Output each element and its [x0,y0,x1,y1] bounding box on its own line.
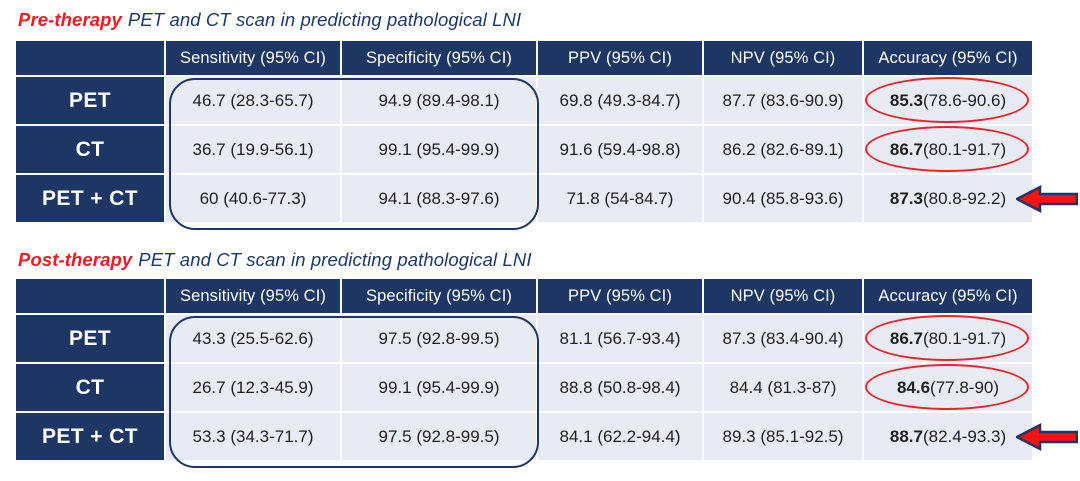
cell-pre-pet-sensitivity: 46.7 (28.3-65.7) [166,77,340,124]
cell-pre-petct-specificity: 94.1 (88.3-97.6) [342,175,536,222]
cell-post-ct-specificity: 99.1 (95.4-99.9) [342,364,536,411]
cell-pre-petct-ppv: 71.8 (54-84.7) [538,175,702,222]
accuracy-value: 87.3 [889,188,923,208]
row-label-ct: CT [16,364,164,411]
cell-post-ct-accuracy: 84.6 (77.8-90) [864,364,1032,411]
accuracy-value: 88.7 [889,426,923,446]
post-therapy-title-highlight: Post-therapy [18,249,133,270]
post-therapy-title-rest: PET and CT scan in predicting pathologic… [138,249,532,270]
pre-therapy-title-rest: PET and CT scan in predicting pathologic… [127,9,522,30]
accuracy-ci: (77.8-90) [930,377,1000,397]
cell-pre-ct-specificity: 99.1 (95.4-99.9) [342,126,536,173]
row-label-pet-ct: PET + CT [16,175,164,222]
column-header-accuracy: Accuracy (95% CI) [864,41,1032,75]
accuracy-ci: (80.1-91.7) [922,139,1007,159]
corner-cell [16,279,164,313]
column-header-accuracy: Accuracy (95% CI) [864,279,1032,313]
cell-post-petct-npv: 89.3 (85.1-92.5) [704,413,862,460]
cell-pre-pet-specificity: 94.9 (89.4-98.1) [342,77,536,124]
cell-post-pet-sensitivity: 43.3 (25.5-62.6) [166,315,340,362]
column-header-specificity: Specificity (95% CI) [342,279,536,313]
accuracy-value: 85.3 [889,90,923,110]
red-arrow-icon [1016,184,1078,213]
cell-pre-pet-npv: 87.7 (83.6-90.9) [704,77,862,124]
cell-post-pet-npv: 87.3 (83.4-90.4) [704,315,862,362]
cell-post-petct-accuracy: 88.7 (82.4-93.3) [864,413,1078,460]
red-arrow-icon [1016,422,1078,451]
cell-post-ct-npv: 84.4 (81.3-87) [704,364,862,411]
row-label-pet: PET [16,315,164,362]
column-header-ppv: PPV (95% CI) [538,279,702,313]
accuracy-value: 86.7 [889,328,923,348]
cell-post-pet-specificity: 97.5 (92.8-99.5) [342,315,536,362]
cell-post-pet-accuracy: 86.7 (80.1-91.7) [864,315,1032,362]
post-therapy-table: Sensitivity (95% CI) Specificity (95% CI… [16,279,1078,468]
accuracy-ci: (82.4-93.3) [922,426,1007,446]
accuracy-value: 84.6 [896,377,931,397]
pre-therapy-table: Sensitivity (95% CI) Specificity (95% CI… [16,41,1078,230]
cell-pre-ct-npv: 86.2 (82.6-89.1) [704,126,862,173]
pre-therapy-title-highlight: Pre-therapy [18,9,122,30]
cell-pre-ct-accuracy: 86.7 (80.1-91.7) [864,126,1032,173]
pre-therapy-title: Pre-therapy PET and CT scan in predicting… [18,9,521,31]
corner-cell [16,41,164,75]
row-label-pet-ct: PET + CT [16,413,164,460]
accuracy-ci: (80.8-92.2) [922,188,1007,208]
row-label-ct: CT [16,126,164,173]
cell-pre-pet-accuracy: 85.3 (78.6-90.6) [864,77,1032,124]
cell-post-ct-ppv: 88.8 (50.8-98.4) [538,364,702,411]
column-header-npv: NPV (95% CI) [704,279,862,313]
cell-pre-petct-sensitivity: 60 (40.6-77.3) [166,175,340,222]
column-header-npv: NPV (95% CI) [704,41,862,75]
accuracy-ci: (78.6-90.6) [922,90,1007,110]
cell-post-pet-ppv: 81.1 (56.7-93.4) [538,315,702,362]
column-header-sensitivity: Sensitivity (95% CI) [166,279,340,313]
column-header-specificity: Specificity (95% CI) [342,41,536,75]
cell-post-petct-ppv: 84.1 (62.2-94.4) [538,413,702,460]
cell-pre-petct-accuracy: 87.3 (80.8-92.2) [864,175,1078,222]
accuracy-value: 86.7 [889,139,923,159]
cell-post-ct-sensitivity: 26.7 (12.3-45.9) [166,364,340,411]
cell-post-petct-sensitivity: 53.3 (34.3-71.7) [166,413,340,460]
cell-pre-ct-ppv: 91.6 (59.4-98.8) [538,126,702,173]
post-therapy-title: Post-therapy PET and CT scan in predictin… [18,249,532,271]
cell-post-petct-specificity: 97.5 (92.8-99.5) [342,413,536,460]
column-header-ppv: PPV (95% CI) [538,41,702,75]
accuracy-ci: (80.1-91.7) [922,328,1007,348]
cell-pre-ct-sensitivity: 36.7 (19.9-56.1) [166,126,340,173]
cell-pre-pet-ppv: 69.8 (49.3-84.7) [538,77,702,124]
row-label-pet: PET [16,77,164,124]
cell-pre-petct-npv: 90.4 (85.8-93.6) [704,175,862,222]
column-header-sensitivity: Sensitivity (95% CI) [166,41,340,75]
